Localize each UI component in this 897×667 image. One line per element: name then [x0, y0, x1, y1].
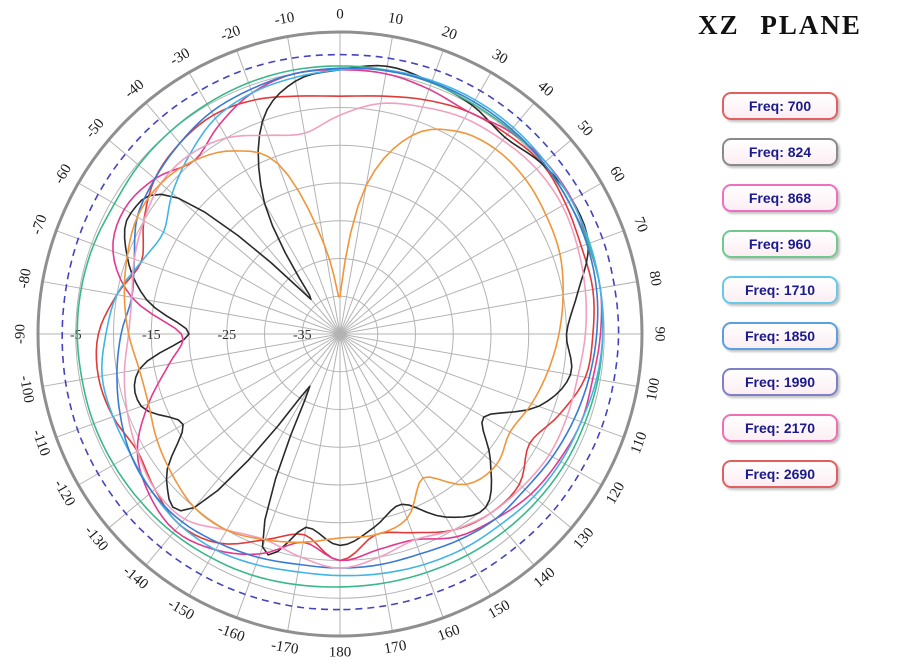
angle-tick-label: 120 — [603, 479, 628, 506]
legend-item-1850: Freq: 1850 — [722, 322, 838, 350]
angle-tick-label: 80 — [646, 270, 664, 288]
angle-tick-label: 180 — [329, 644, 352, 660]
angle-tick-label: -70 — [29, 213, 51, 237]
legend-item-868: Freq: 868 — [722, 184, 838, 212]
radial-tick-label: -35 — [293, 328, 312, 343]
angle-tick-label: 160 — [436, 622, 463, 645]
angle-tick-label: 10 — [387, 10, 405, 28]
angle-tick-label: -120 — [50, 477, 78, 509]
angle-tick-label: 170 — [383, 638, 408, 658]
trace-1850 — [116, 67, 599, 569]
angle-tick-label: -20 — [219, 23, 243, 45]
angle-tick-label: 20 — [440, 24, 460, 44]
trace-2170 — [123, 102, 588, 569]
angle-tick-label: 40 — [534, 78, 556, 100]
angle-tick-label: -50 — [83, 116, 108, 142]
legend-item-2690: Freq: 2690 — [722, 460, 838, 488]
legend-item-960: Freq: 960 — [722, 230, 838, 258]
angle-tick-label: 110 — [628, 430, 651, 456]
angle-tick-label: 70 — [630, 215, 650, 235]
angle-tick-label: -30 — [168, 45, 193, 69]
legend-item-2170: Freq: 2170 — [722, 414, 838, 442]
angle-tick-label: -90 — [12, 324, 28, 344]
angle-tick-label: 0 — [336, 6, 344, 22]
angle-tick-label: 90 — [652, 327, 668, 342]
angle-tick-label: 100 — [644, 377, 664, 402]
trace-960 — [76, 65, 604, 588]
angle-tick-label: -150 — [165, 596, 197, 624]
polar-chart: 0 10 20 30 40 50 60 70 80 90 100 110 120 130 140 150 160… — [12, 6, 668, 660]
legend-item-1710: Freq: 1710 — [722, 276, 838, 304]
trace-2690 — [123, 128, 564, 544]
legend: Freq: 700 Freq: 824 Freq: 868 Freq: 960 Freq… — [670, 92, 890, 488]
angle-tick-label: 130 — [571, 525, 598, 553]
angle-tick-label: -60 — [51, 162, 75, 187]
side-panel: XZ PLANE Freq: 700 Freq: 824 Freq: 868 Freq… — [670, 0, 897, 667]
trace-1990 — [61, 53, 620, 611]
angle-tick-label: -100 — [16, 374, 37, 404]
legend-item-1990: Freq: 1990 — [722, 368, 838, 396]
radial-tick-label: -5 — [70, 328, 82, 343]
legend-item-824: Freq: 824 — [722, 138, 838, 166]
angle-tick-label: -110 — [29, 428, 53, 459]
angle-tick-label: 50 — [574, 118, 596, 140]
angle-tick-label: -10 — [273, 10, 295, 29]
angle-tick-label: -170 — [270, 637, 300, 658]
angle-tick-label: 150 — [485, 597, 512, 622]
angle-tick-label: 60 — [606, 164, 627, 185]
radial-tick-label: -25 — [217, 328, 236, 343]
angle-tick-label: -160 — [215, 621, 246, 645]
angle-tick-label: -40 — [122, 77, 148, 102]
radial-tick-label: -15 — [142, 328, 161, 343]
angle-tick-label: 30 — [489, 47, 510, 68]
angle-tick-label: -80 — [16, 267, 35, 289]
legend-item-700: Freq: 700 — [722, 92, 838, 120]
page-title: XZ PLANE — [698, 10, 862, 40]
angle-tick-label: 140 — [531, 565, 559, 592]
